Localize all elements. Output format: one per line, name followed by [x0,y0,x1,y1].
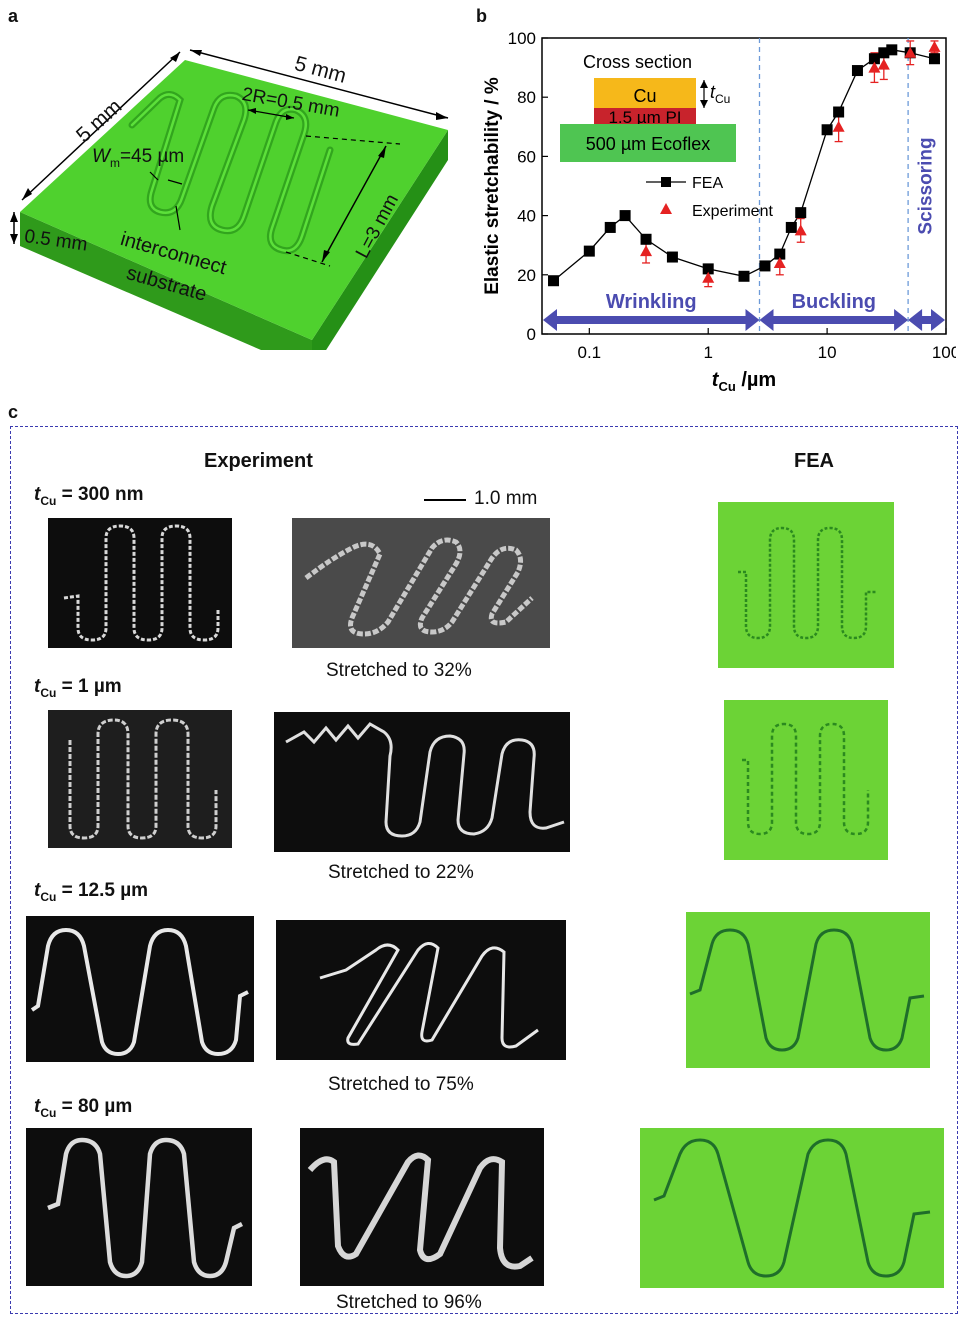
row-2-exp-stretched [274,712,570,852]
row-2-label: tCu = 1 µm [34,676,122,700]
exp-point-7 [904,46,917,58]
row-1-fea [718,502,894,668]
exp-point-4 [832,120,845,132]
fea-point-14 [851,65,863,77]
row-1-label: tCu = 300 nm [34,484,144,508]
y-tick-label-2: 40 [517,207,536,226]
y-tick-label-5: 100 [508,29,536,48]
fea-point-16 [878,47,890,59]
region-label-1: Buckling [792,291,876,313]
fea-point-8 [759,260,771,272]
row-4-label: tCu = 80 µm [34,1096,133,1120]
width-label: Wm=45 µm [92,146,185,170]
scale-bar-label: 1.0 mm [474,488,538,509]
x-axis-label: tCu /µm [712,369,776,394]
substrate-top-face [20,60,448,340]
exp-point-2 [773,256,786,268]
x-tick-label-0: 0.1 [577,343,601,362]
fea-point-3 [619,210,631,222]
inset-layer-pi-label: 1.5 µm PI [608,108,681,127]
region-arrowhead-left-2 [908,309,923,331]
dim-top-line [189,49,449,119]
exp-point-3 [794,224,807,236]
fea-point-19 [928,53,940,65]
row-2-fea [724,700,888,860]
inset-t-symbol: tCu [710,82,730,106]
region-arrowhead-left-1 [759,309,774,331]
row-1-exp-stretched [292,518,550,648]
substrate-front-face [20,212,312,350]
row-4-fea [640,1128,944,1288]
exp-point-1 [702,271,715,283]
row-4-exp-stretched [300,1128,544,1286]
row-4-exp-unstretched [26,1128,252,1286]
fea-point-7 [738,270,750,282]
fea-point-2 [604,221,616,233]
y-tick-label-0: 0 [527,325,536,344]
exp-point-0 [640,245,653,257]
legend-exp-marker [660,203,672,214]
plot-frame [541,37,947,335]
inset-layer-ecoflex [560,124,736,162]
row-2-caption: Stretched to 22% [328,862,474,883]
row-2-exp-unstretched [48,710,232,848]
region-label-2: Scissoring [915,137,936,234]
region-arrowhead-left-0 [543,309,557,331]
fea-point-15 [868,53,880,65]
exp-point-5 [868,61,881,73]
y-tick-label-4: 80 [517,88,536,107]
y-axis-label: Elastic stretchability / % [482,77,503,295]
fea-point-11 [795,207,807,219]
fea-point-12 [821,124,833,136]
row-3-caption: Stretched to 75% [328,1074,474,1095]
substrate-right-face [312,130,448,350]
panel-c-label: c [8,402,19,422]
fea-point-9 [774,248,786,260]
dim-length-line [321,145,387,263]
fea-point-1 [583,245,595,257]
fea-point-5 [666,251,678,263]
fea-header: FEA [794,450,834,472]
fea-point-17 [886,44,898,56]
region-arrowhead-right-1 [894,309,909,331]
fea-point-6 [702,263,714,275]
dim-left-line [21,51,181,201]
inset-layer-ecoflex-label: 500 µm Ecoflex [586,134,710,154]
row-1-exp-unstretched [48,518,232,648]
region-label-0: Wrinkling [606,291,697,313]
x-tick-label-2: 10 [818,343,837,362]
row-3-label: tCu = 12.5 µm [34,880,149,904]
legend-exp-label: Experiment [692,203,773,220]
inset-layer-cu [594,78,696,108]
panel-b-label: b [476,6,487,26]
region-arrowhead-right-2 [931,309,945,331]
y-tick-label-3: 60 [517,147,536,166]
legend-fea-label: FEA [692,175,723,192]
scale-bar [424,499,466,501]
x-tick-label-3: 100 [932,343,956,362]
inset-layer-cu-label: Cu [633,86,656,106]
row-1-caption: Stretched to 32% [326,660,472,681]
row-3-exp-stretched [276,920,566,1060]
legend-fea-marker [661,177,671,187]
experiment-header: Experiment [204,450,313,472]
fea-point-4 [640,233,652,245]
inset-title: Cross section [583,52,692,72]
fea-point-13 [833,106,845,118]
row-4-caption: Stretched to 96% [336,1292,482,1313]
region-arrowhead-right-0 [745,309,760,331]
exp-point-8 [928,40,941,52]
substrate-3d-diagram [10,49,449,350]
exp-point-6 [877,58,890,70]
row-3-exp-unstretched [26,916,254,1062]
inset-layer-pi [594,108,696,124]
row-3-fea [686,912,930,1068]
panel-c-frame [10,426,958,1314]
y-tick-label-1: 20 [517,266,536,285]
fea-point-10 [785,221,797,233]
fea-point-0 [548,275,560,287]
panel-a-label: a [8,6,19,26]
x-tick-label-1: 1 [703,343,712,362]
